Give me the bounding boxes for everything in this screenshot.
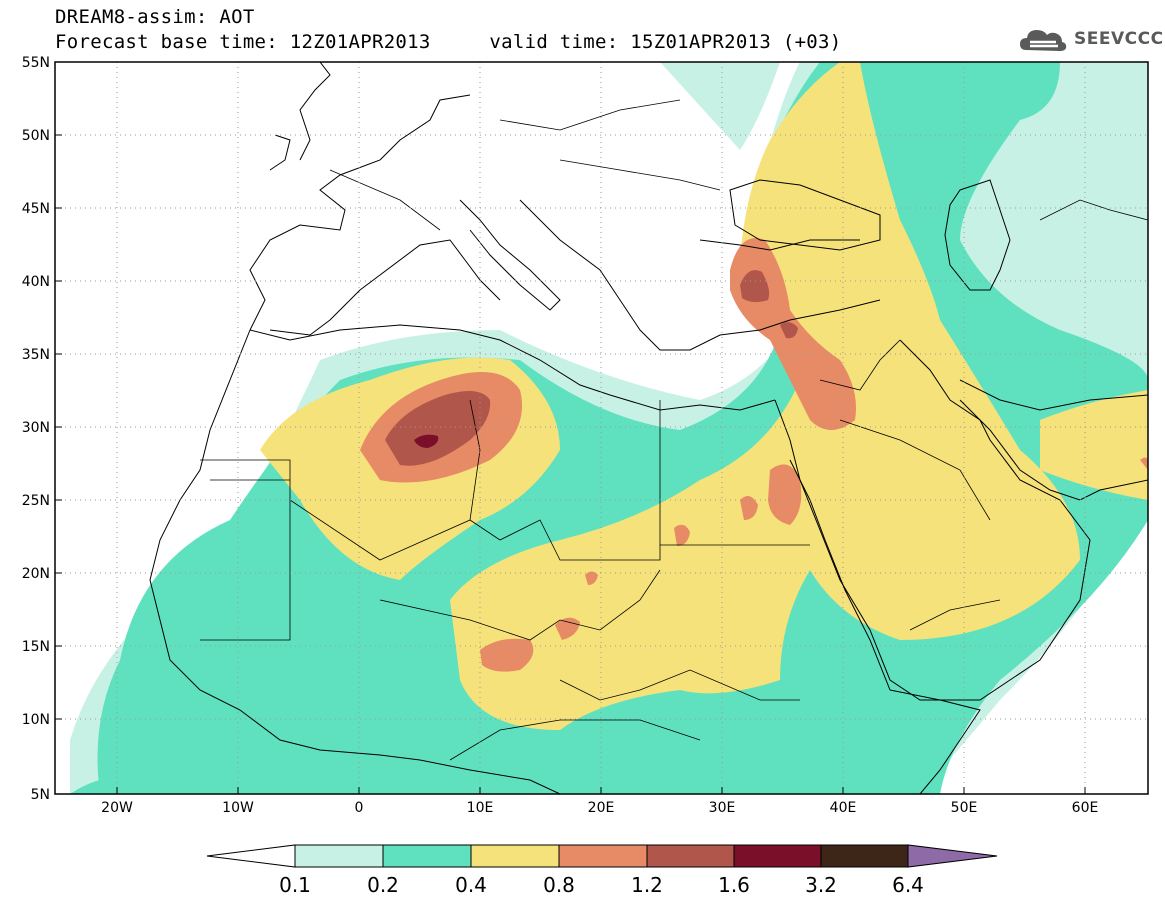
lon-label: 60E <box>1072 800 1099 816</box>
lon-label: 20E <box>588 800 615 816</box>
lat-label: 45N <box>22 201 50 217</box>
latitude-labels: 55N 50N 45N 40N 35N 30N 25N 20N 15N 10N … <box>22 55 50 803</box>
lon-label: 10E <box>467 800 494 816</box>
lat-label: 55N <box>22 55 50 71</box>
lat-label: 20N <box>22 566 50 582</box>
tick-marks <box>55 61 1086 795</box>
colorbar-label: 0.2 <box>367 873 399 897</box>
lat-label: 40N <box>22 274 50 290</box>
colorbar-swatch <box>558 844 648 868</box>
valid-time-label: valid time: 15Z01APR2013 (+03) <box>489 31 842 53</box>
colorbar-swatch <box>733 844 822 868</box>
lon-label: 50E <box>951 800 978 816</box>
lon-label: 10W <box>222 800 254 816</box>
colorbar-label: 1.6 <box>718 873 750 897</box>
colorbar-label: 0.1 <box>279 873 311 897</box>
colorbar-swatch <box>382 844 472 868</box>
colorbar-swatch <box>470 844 560 868</box>
aot-contours <box>70 62 1148 794</box>
colorbar-swatch <box>646 844 735 868</box>
colorbar-label: 6.4 <box>892 873 924 897</box>
lat-label: 35N <box>22 347 50 363</box>
cloud-icon <box>1020 30 1067 51</box>
aot-band-1.2 <box>385 270 798 466</box>
seevccc-logo: SEEVCCC <box>1018 24 1164 54</box>
lat-label: 50N <box>22 128 50 144</box>
base-time-label: Forecast base time: 12Z01APR2013 <box>55 31 431 53</box>
coastlines <box>149 62 1148 794</box>
lon-label: 40E <box>830 800 857 816</box>
colorbar-over-triangle <box>907 844 998 868</box>
lon-label: 30E <box>709 800 736 816</box>
aot-band-1.6 <box>414 434 439 448</box>
colorbar-label: 0.8 <box>543 873 575 897</box>
colorbar <box>206 844 998 868</box>
gridlines <box>55 62 1148 794</box>
longitude-labels: 20W 10W 0 10E 20E 30E 40E 50E 60E <box>101 800 1098 816</box>
lat-label: 5N <box>31 787 50 803</box>
lon-label: 0 <box>355 800 364 816</box>
lat-label: 25N <box>22 493 50 509</box>
colorbar-labels: 0.1 0.2 0.4 0.8 1.2 1.6 3.2 6.4 <box>279 873 924 897</box>
colorbar-under-triangle <box>206 844 296 868</box>
lat-label: 30N <box>22 420 50 436</box>
colorbar-swatch <box>294 844 384 868</box>
colorbar-label: 1.2 <box>631 873 663 897</box>
logo-text: SEEVCCC <box>1074 29 1164 49</box>
lat-label: 15N <box>22 639 50 655</box>
map-title: DREAM8-assim: AOT <box>55 6 255 28</box>
colorbar-label: 3.2 <box>805 873 837 897</box>
colorbar-label: 0.4 <box>455 873 487 897</box>
time-info: Forecast base time: 12Z01APR2013 valid t… <box>55 31 842 53</box>
country-borders <box>200 99 1148 761</box>
lat-label: 10N <box>22 712 50 728</box>
lon-label: 20W <box>101 800 133 816</box>
colorbar-swatch <box>820 844 909 868</box>
